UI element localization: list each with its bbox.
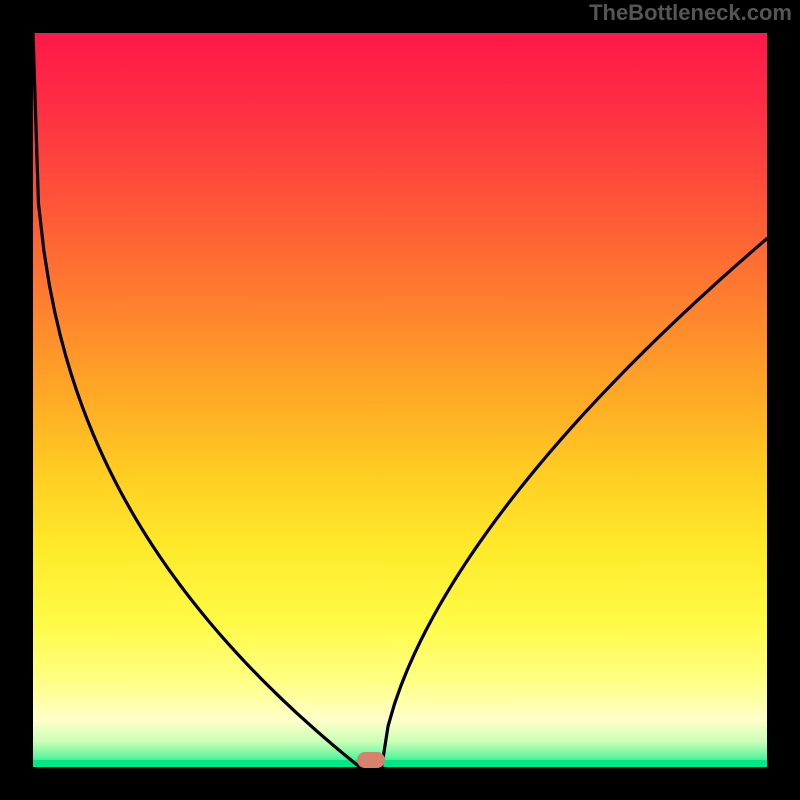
bottleneck-curve-path: [33, 33, 767, 767]
bottleneck-curve: [0, 0, 800, 800]
target-marker: [357, 752, 385, 768]
chart-root: TheBottleneck.com: [0, 0, 800, 800]
watermark-text: TheBottleneck.com: [589, 0, 792, 26]
